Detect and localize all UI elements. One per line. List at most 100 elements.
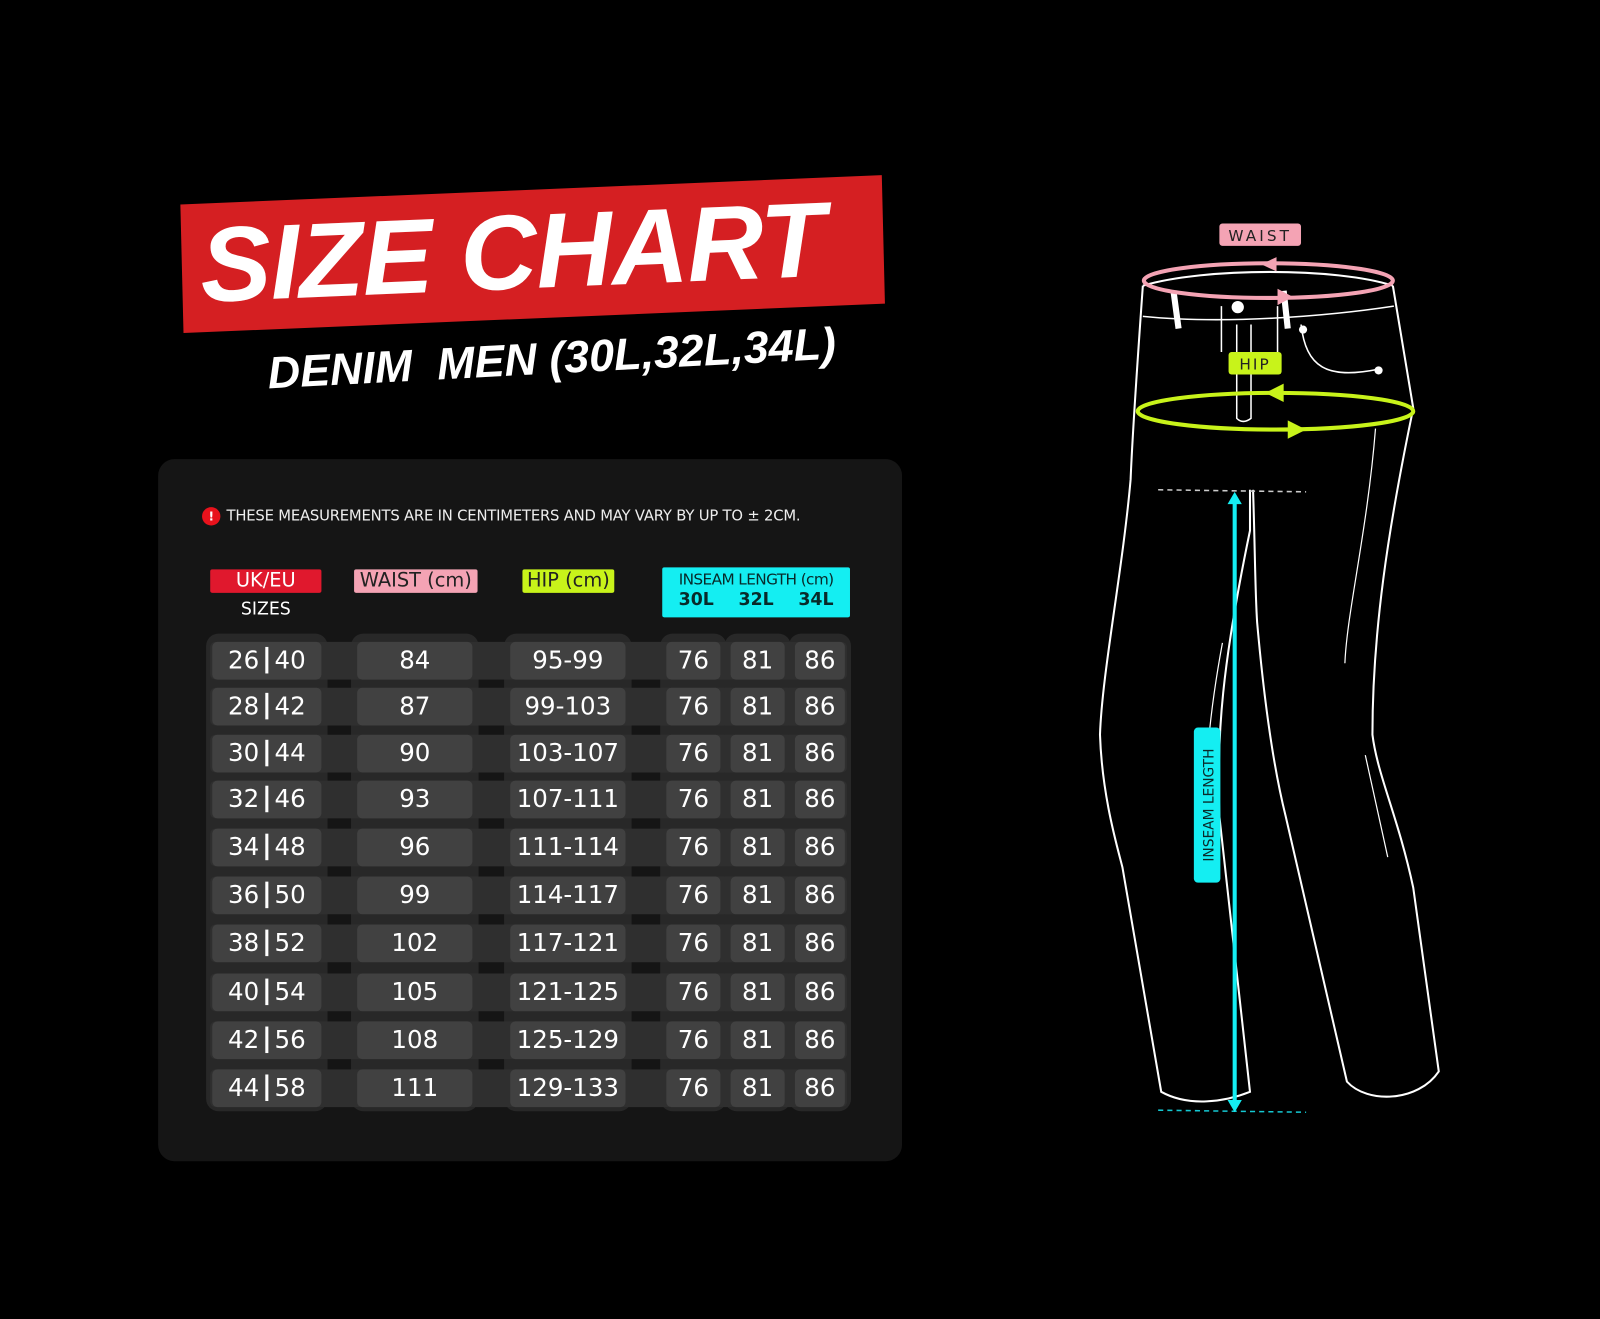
size-uk: 38 bbox=[228, 928, 260, 958]
divider bbox=[265, 929, 269, 957]
waist-arrow-icon bbox=[1277, 288, 1293, 306]
inseam-label-box bbox=[1193, 727, 1221, 883]
crotch-guide-line bbox=[1158, 489, 1307, 493]
size-eu: 48 bbox=[274, 832, 306, 862]
hip-label-box bbox=[1228, 352, 1282, 375]
divider bbox=[265, 785, 269, 813]
header-inseam: INSEAM LENGTH (cm) 30L 32L 34L bbox=[662, 567, 850, 618]
cell-l30: 76 bbox=[666, 641, 721, 680]
divider bbox=[265, 739, 269, 767]
waist-measure-ellipse bbox=[1141, 261, 1395, 300]
cell-waist: 93 bbox=[357, 780, 473, 819]
cell-size: 40 54 bbox=[212, 973, 322, 1012]
divider bbox=[265, 1026, 269, 1054]
cell-l30: 76 bbox=[666, 876, 721, 915]
header-inseam-label: INSEAM LENGTH (cm) bbox=[678, 570, 834, 589]
cell-l30: 76 bbox=[666, 1069, 721, 1108]
cell-l30: 76 bbox=[666, 780, 721, 819]
cell-l32: 81 bbox=[730, 876, 785, 915]
cell-size: 36 50 bbox=[212, 876, 322, 915]
cell-size: 38 52 bbox=[212, 924, 322, 963]
cell-size: 34 48 bbox=[212, 828, 322, 867]
size-uk: 40 bbox=[228, 977, 260, 1007]
header-hip: HIP (cm) bbox=[522, 569, 615, 593]
cell-waist: 84 bbox=[357, 641, 473, 680]
divider bbox=[265, 978, 269, 1006]
inseam-label: INSEAM LENGTH bbox=[1201, 749, 1217, 862]
waist-label-box bbox=[1219, 223, 1302, 246]
cell-size: 42 56 bbox=[212, 1021, 322, 1060]
cell-waist: 111 bbox=[357, 1069, 473, 1108]
cell-waist: 108 bbox=[357, 1021, 473, 1060]
cell-l34: 86 bbox=[794, 1069, 845, 1108]
size-uk: 32 bbox=[228, 784, 260, 814]
cell-hip: 107-111 bbox=[510, 780, 626, 819]
divider bbox=[265, 646, 269, 674]
cell-hip: 111-114 bbox=[510, 828, 626, 867]
size-eu: 40 bbox=[274, 645, 306, 675]
rivet-icon bbox=[1298, 325, 1308, 334]
cell-l34: 86 bbox=[794, 876, 845, 915]
exclamation-icon: ! bbox=[202, 507, 221, 526]
cell-size: 32 46 bbox=[212, 780, 322, 819]
cell-size: 28 42 bbox=[212, 687, 322, 726]
cell-hip: 99-103 bbox=[510, 687, 626, 726]
measurement-note: ! THESE MEASUREMENTS ARE IN CENTIMETERS … bbox=[202, 507, 801, 526]
cell-l30: 76 bbox=[666, 1021, 721, 1060]
cell-l34: 86 bbox=[794, 924, 845, 963]
cell-l34: 86 bbox=[794, 1021, 845, 1060]
divider bbox=[265, 881, 269, 909]
rivet-icon bbox=[1374, 366, 1383, 375]
header-34l: 34L bbox=[798, 589, 834, 611]
cell-waist: 105 bbox=[357, 973, 473, 1012]
size-eu: 50 bbox=[274, 880, 306, 910]
cell-size: 26 40 bbox=[212, 641, 322, 680]
cell-waist: 90 bbox=[357, 734, 473, 773]
header-32l: 32L bbox=[738, 589, 774, 611]
cell-l34: 86 bbox=[794, 780, 845, 819]
cell-size: 30 44 bbox=[212, 734, 322, 773]
hip-measure-ellipse bbox=[1135, 390, 1416, 432]
button-icon bbox=[1231, 301, 1244, 314]
size-uk: 26 bbox=[228, 645, 260, 675]
size-uk: 42 bbox=[228, 1025, 260, 1055]
hip-arrow-icon bbox=[1287, 420, 1307, 439]
cell-hip: 114-117 bbox=[510, 876, 626, 915]
size-eu: 54 bbox=[274, 977, 306, 1007]
cell-l32: 81 bbox=[730, 780, 785, 819]
size-uk: 36 bbox=[228, 880, 260, 910]
cell-waist: 87 bbox=[357, 687, 473, 726]
cell-l34: 86 bbox=[794, 973, 845, 1012]
cell-l32: 81 bbox=[730, 1021, 785, 1060]
size-uk: 34 bbox=[228, 832, 260, 862]
cell-l32: 81 bbox=[730, 973, 785, 1012]
cell-l32: 81 bbox=[730, 828, 785, 867]
cell-l30: 76 bbox=[666, 687, 721, 726]
cell-l30: 76 bbox=[666, 734, 721, 773]
cell-l30: 76 bbox=[666, 924, 721, 963]
jeans-outline bbox=[1098, 270, 1440, 1103]
size-eu: 56 bbox=[274, 1025, 306, 1055]
header-size: UK/EU bbox=[210, 569, 322, 593]
hip-label: HIP bbox=[1239, 355, 1270, 373]
cell-hip: 95-99 bbox=[510, 641, 626, 680]
header-30l: 30L bbox=[678, 589, 714, 611]
size-eu: 46 bbox=[274, 784, 306, 814]
cell-hip: 129-133 bbox=[510, 1069, 626, 1108]
cell-hip: 117-121 bbox=[510, 924, 626, 963]
cell-l32: 81 bbox=[730, 641, 785, 680]
waist-arrow-icon bbox=[1261, 257, 1277, 272]
cell-l34: 86 bbox=[794, 641, 845, 680]
cell-hip: 103-107 bbox=[510, 734, 626, 773]
cell-l32: 81 bbox=[730, 1069, 785, 1108]
size-uk: 28 bbox=[228, 691, 260, 721]
note-text: THESE MEASUREMENTS ARE IN CENTIMETERS AN… bbox=[226, 508, 801, 525]
cell-waist: 102 bbox=[357, 924, 473, 963]
cell-l32: 81 bbox=[730, 924, 785, 963]
cell-l30: 76 bbox=[666, 828, 721, 867]
divider bbox=[265, 692, 269, 720]
cell-hip: 125-129 bbox=[510, 1021, 626, 1060]
cell-size: 44 58 bbox=[212, 1069, 322, 1108]
cell-hip: 121-125 bbox=[510, 973, 626, 1012]
